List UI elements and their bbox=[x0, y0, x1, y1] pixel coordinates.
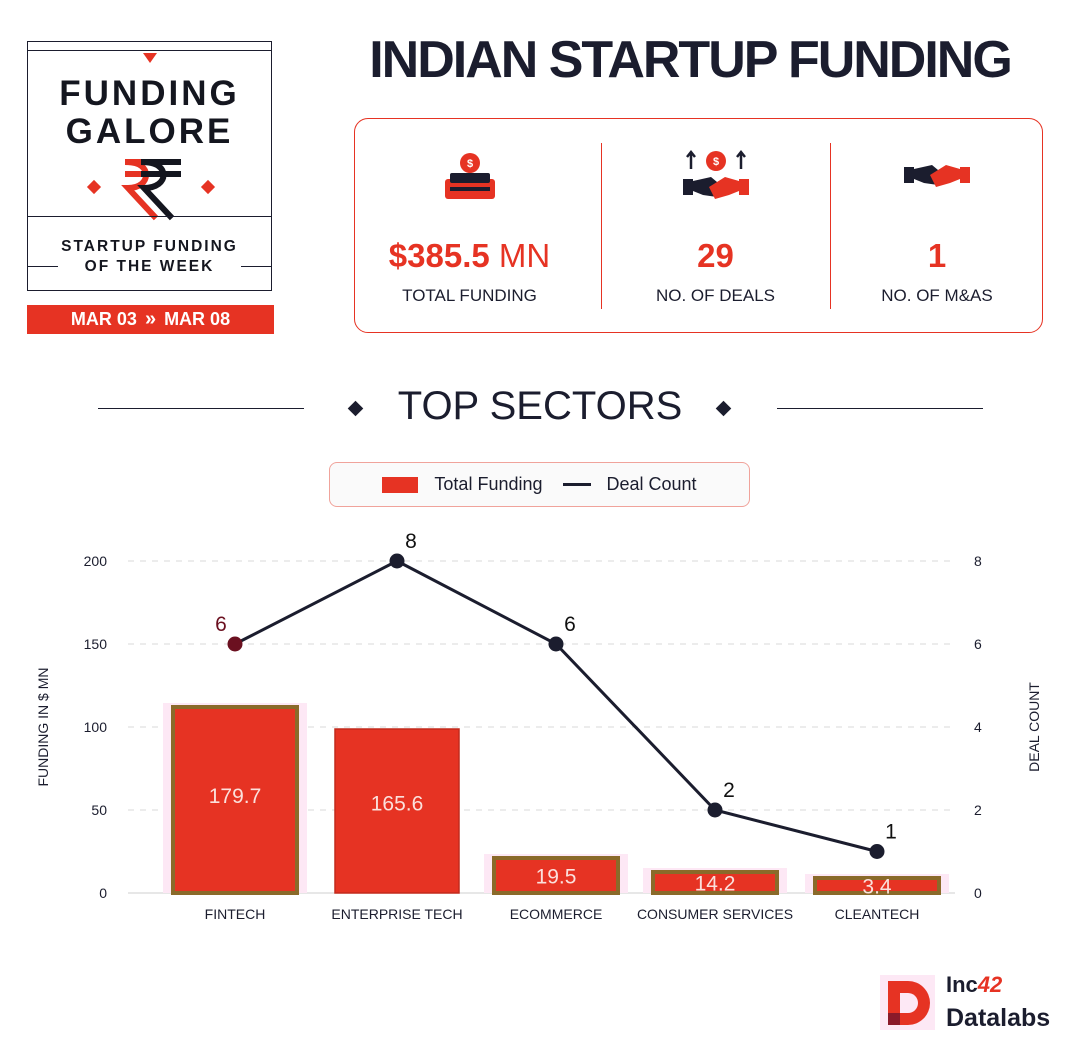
stat-mergers: 1 NO. OF M&AS bbox=[830, 119, 1044, 332]
deal-count-label: 6 bbox=[215, 613, 227, 636]
deal-count-point bbox=[227, 636, 243, 652]
legend-bar-swatch bbox=[382, 476, 419, 493]
legend-label: Total Funding bbox=[434, 474, 543, 494]
y-tick-label: 150 bbox=[84, 636, 108, 652]
x-category-label: CONSUMER SERVICES bbox=[637, 906, 793, 922]
bar bbox=[813, 876, 941, 895]
deal-count-line bbox=[234, 559, 878, 853]
stat-value: 29 bbox=[697, 237, 734, 274]
stat-value: $385.5 MN bbox=[388, 237, 551, 274]
badge-subtitle-line2: OF THE WEEK bbox=[84, 258, 215, 275]
x-category-label: ECOMMERCE bbox=[510, 906, 603, 922]
brand-name: Inc42 bbox=[946, 972, 1003, 997]
y2-tick-label: 0 bbox=[974, 885, 982, 901]
bar bbox=[171, 705, 299, 895]
y2-tick-label: 6 bbox=[974, 636, 982, 652]
stats-panel: $ $385.5 MN TOTAL FUNDING $ 29 NO. OF DE… bbox=[354, 118, 1043, 333]
stat-deals: $ 29 NO. OF DEALS bbox=[601, 119, 830, 332]
deal-count-point bbox=[548, 636, 564, 652]
chart-legend: Total Funding Deal Count bbox=[329, 462, 750, 507]
date-to: MAR 08 bbox=[164, 309, 231, 329]
bar-value-label: 165.6 bbox=[371, 793, 424, 816]
y-tick-label: 50 bbox=[91, 802, 107, 818]
stat-value: 1 bbox=[927, 237, 947, 274]
y-tick-label: 0 bbox=[99, 885, 107, 901]
y2-tick-label: 4 bbox=[974, 719, 982, 735]
rupee-icon bbox=[83, 154, 218, 224]
x-category-label: FINTECH bbox=[205, 906, 266, 922]
deals-handshake-icon: $ bbox=[683, 149, 749, 199]
bar-value-label: 19.5 bbox=[536, 866, 577, 889]
bar bbox=[651, 870, 779, 895]
badge-top-rule bbox=[28, 50, 271, 51]
y2-tick-label: 8 bbox=[974, 553, 982, 569]
stat-total-funding: $ $385.5 MN TOTAL FUNDING bbox=[355, 119, 584, 332]
deal-count-label: 2 bbox=[723, 779, 735, 802]
x-category-label: CLEANTECH bbox=[835, 906, 920, 922]
legend-label: Deal Count bbox=[606, 474, 697, 494]
legend-item-funding: Total Funding bbox=[382, 474, 543, 495]
y2-axis-label: DEAL COUNT bbox=[1026, 682, 1042, 772]
date-from: MAR 03 bbox=[70, 309, 137, 329]
legend-line-swatch bbox=[562, 483, 591, 486]
badge-subtitle-line1: STARTUP FUNDING bbox=[61, 238, 238, 255]
combo-chart: 179.7 165.6 19.5 14.2 3.4 6 8 6 2 1 0 50 100 150 200… bbox=[35, 530, 1042, 922]
brand-subtitle: Datalabs bbox=[946, 1004, 1051, 1032]
y-tick-label: 200 bbox=[84, 553, 108, 569]
badge-title-line2: GALORE bbox=[65, 112, 234, 151]
bar bbox=[334, 728, 460, 894]
y2-tick-label: 2 bbox=[974, 802, 982, 818]
stat-divider bbox=[830, 143, 831, 309]
bar-value-label: 3.4 bbox=[862, 876, 892, 899]
svg-text:$: $ bbox=[713, 156, 719, 168]
deal-count-label: 6 bbox=[564, 613, 576, 636]
stat-divider bbox=[601, 143, 602, 309]
page-title: INDIAN STARTUP FUNDING bbox=[369, 31, 1013, 89]
bar bbox=[492, 856, 620, 895]
deal-count-point bbox=[869, 844, 885, 859]
svg-text:$: $ bbox=[467, 158, 473, 170]
deal-count-label: 8 bbox=[405, 530, 417, 553]
bar-value-label: 179.7 bbox=[209, 785, 262, 808]
handshake-icon bbox=[904, 165, 970, 187]
subtitle-rule-right bbox=[241, 266, 271, 267]
inc42-logo-icon bbox=[880, 975, 935, 1030]
badge-title-line1: FUNDING bbox=[59, 74, 240, 113]
y-tick-label: 100 bbox=[84, 719, 108, 735]
funding-galore-badge: FUNDING GALORE STARTUP FUNDING OF THE WE… bbox=[27, 41, 272, 291]
section-rule-left bbox=[98, 408, 304, 409]
deal-count-point bbox=[389, 553, 405, 569]
legend-item-deals: Deal Count bbox=[562, 474, 697, 495]
x-category-label: ENTERPRISE TECH bbox=[331, 906, 462, 922]
stat-label: NO. OF DEALS bbox=[655, 286, 776, 305]
deal-count-point bbox=[707, 802, 723, 818]
badge-pointer-icon bbox=[143, 53, 157, 63]
stat-label: NO. OF M&AS bbox=[881, 286, 993, 305]
badge-divider bbox=[28, 216, 271, 217]
y-axis-label: FUNDING IN $ MN bbox=[35, 668, 51, 787]
section-title: TOP SECTORS bbox=[397, 384, 683, 428]
section-rule-right bbox=[777, 408, 983, 409]
double-chevron-icon: » bbox=[144, 308, 156, 330]
bar-value-label: 14.2 bbox=[695, 873, 736, 896]
deal-count-label: 1 bbox=[885, 821, 897, 844]
stat-label: TOTAL FUNDING bbox=[402, 286, 537, 305]
subtitle-rule-left bbox=[28, 266, 58, 267]
money-box-icon: $ bbox=[445, 153, 495, 199]
date-range-bar: MAR 03 » MAR 08 bbox=[27, 305, 274, 334]
red-diamond-icon bbox=[86, 179, 102, 195]
red-diamond-icon bbox=[200, 179, 216, 195]
